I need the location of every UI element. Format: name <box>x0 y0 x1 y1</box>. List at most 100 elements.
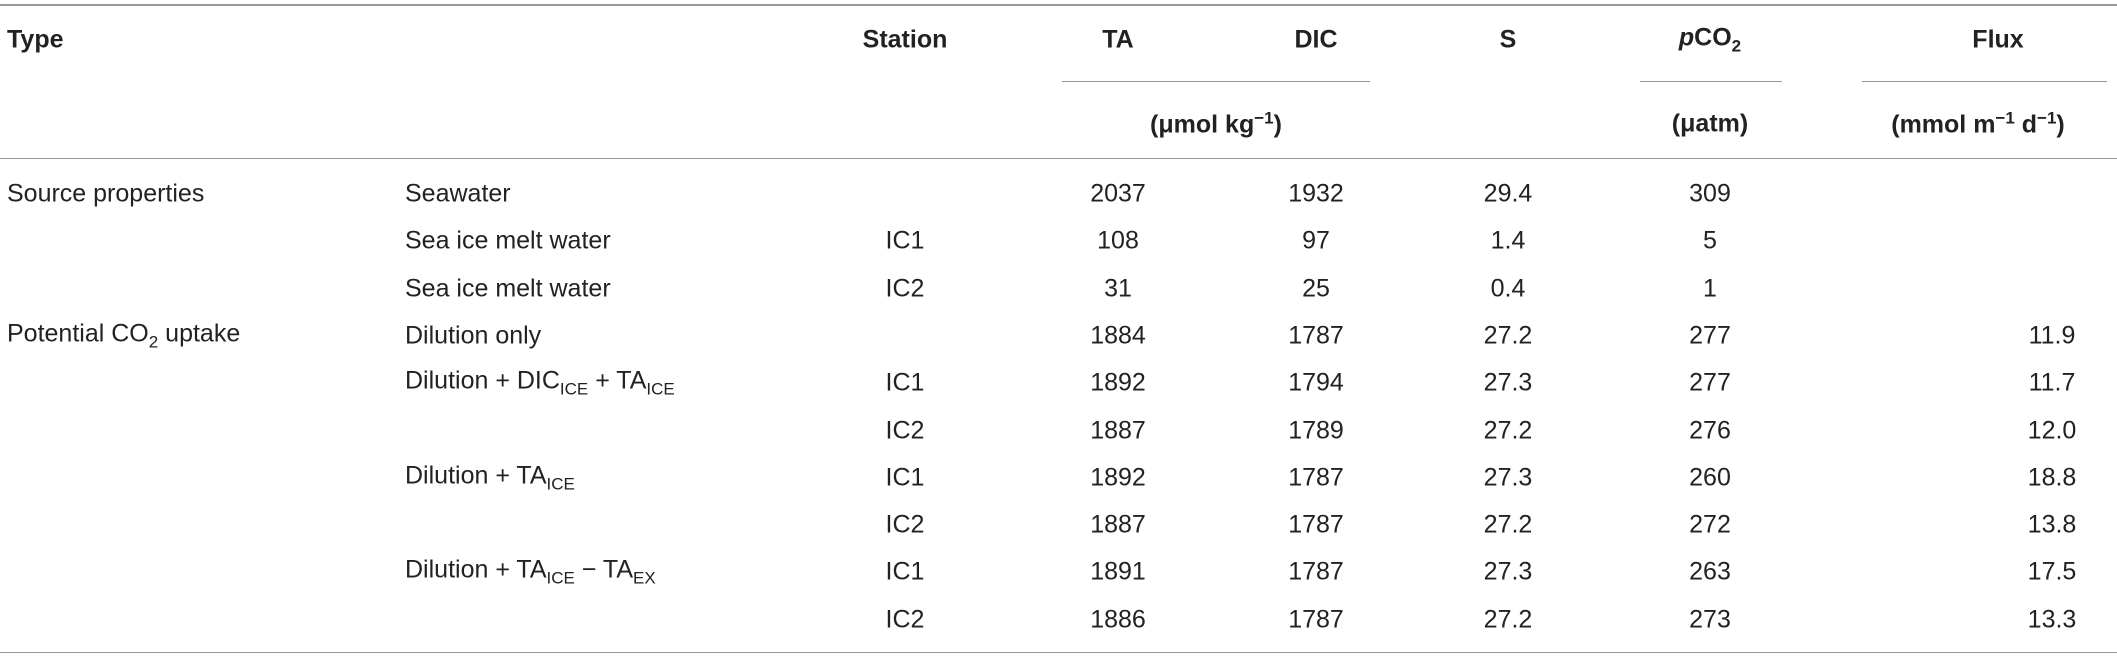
table-cell: 27.2 <box>1483 605 1533 634</box>
text-part: (μatm) <box>1671 109 1749 138</box>
table-cell: 27.3 <box>1483 463 1533 492</box>
header-cell: Type <box>7 25 64 54</box>
table-cell: 1.4 <box>1490 226 1526 255</box>
table-cell: 13.8 <box>2027 510 2077 539</box>
text-part: (μmol kg <box>1150 110 1255 139</box>
table-cell: 1787 <box>1288 321 1344 350</box>
bottom-rule <box>0 652 2117 653</box>
text-part: Dilution + TA <box>405 555 547 584</box>
table-cell: IC2 <box>885 416 925 444</box>
superscript: −1 <box>1995 108 2015 128</box>
table-cell: 1892 <box>1090 463 1146 492</box>
text-part: Dilution + TA <box>405 461 547 490</box>
table-cell: 1 <box>1703 274 1717 303</box>
text-part: (mmol m <box>1891 110 1996 139</box>
table-cell: IC1 <box>885 463 925 492</box>
table-cell: 25 <box>1302 274 1330 303</box>
header-rule <box>1640 81 1782 82</box>
table-cell: 11.9 <box>2028 321 2076 350</box>
table-cell: 29.4 <box>1483 179 1533 208</box>
unit-cell: (mmol m−1 d−1) <box>1891 108 2065 139</box>
table-cell: 309 <box>1689 179 1731 208</box>
table-cell: 5 <box>1703 226 1717 255</box>
header-cell: Station <box>862 25 948 54</box>
header-cell: TA <box>1102 25 1134 54</box>
header-cell: DIC <box>1294 25 1338 54</box>
table-cell: 272 <box>1689 510 1731 539</box>
table-cell: 2037 <box>1090 179 1146 208</box>
table-cell: Dilution + TAICE − TAEX <box>405 556 656 589</box>
unit-cell: (μatm) <box>1672 110 1748 139</box>
table-cell: Dilution only <box>405 321 542 350</box>
header-bottom-rule <box>0 158 2117 159</box>
table-cell: 260 <box>1689 463 1731 492</box>
top-rule <box>0 4 2117 6</box>
table-cell: 277 <box>1689 321 1731 350</box>
table-cell: 1886 <box>1090 605 1146 634</box>
text-part: + TA <box>588 366 647 395</box>
subscript: 2 <box>1731 36 1742 56</box>
text-part: uptake <box>158 319 241 348</box>
table-cell: 27.3 <box>1483 368 1533 397</box>
table-cell: Source properties <box>7 179 205 208</box>
table-cell: Potential CO2 uptake <box>7 319 240 352</box>
superscript: −1 <box>1254 108 1274 128</box>
table-cell: 1892 <box>1090 368 1146 397</box>
table-cell: Sea ice melt water <box>405 226 611 255</box>
text-part: CO <box>1694 23 1732 52</box>
superscript: −1 <box>2037 108 2057 128</box>
table-cell: 31 <box>1104 274 1132 303</box>
table-cell: 1887 <box>1090 510 1146 539</box>
header-cell: S <box>1499 25 1517 54</box>
table-cell: 1891 <box>1090 557 1146 586</box>
table-cell: 1787 <box>1288 605 1344 634</box>
unit-cell: (μmol kg−1) <box>1150 108 1282 139</box>
table-cell: IC2 <box>885 605 925 634</box>
table-cell: Dilution + DICICE + TAICE <box>405 367 675 400</box>
table-cell: 13.3 <box>2027 605 2077 634</box>
subscript: 2 <box>148 332 159 352</box>
table-cell: 1794 <box>1288 368 1344 397</box>
text-part: ) <box>2056 110 2065 139</box>
table-cell: IC1 <box>885 557 925 586</box>
header-cell: Flux <box>1972 25 2024 54</box>
header-cell: pCO2 <box>1679 24 1741 57</box>
table-cell: 11.7 <box>2028 368 2076 397</box>
text-part: Potential CO <box>7 319 149 348</box>
table-cell: 1787 <box>1288 510 1344 539</box>
italic-part: p <box>1678 23 1695 52</box>
table-cell: 1787 <box>1288 557 1344 586</box>
table-cell: 12.0 <box>2027 416 2077 444</box>
header-rule <box>1062 81 1370 82</box>
subscript: EX <box>633 568 656 588</box>
table-cell: 108 <box>1097 226 1139 255</box>
table-cell: Sea ice melt water <box>405 274 611 303</box>
table-cell: 1884 <box>1090 321 1146 350</box>
table-cell: 0.4 <box>1490 274 1526 303</box>
text-part: ) <box>1273 110 1282 139</box>
table-cell: Seawater <box>405 179 511 208</box>
table-cell: 263 <box>1689 557 1731 586</box>
table-cell: 1932 <box>1288 179 1344 208</box>
text-part: Dilution + DIC <box>405 366 560 395</box>
table-cell: 1789 <box>1288 416 1344 444</box>
subscript: ICE <box>559 379 589 399</box>
table-cell: 27.2 <box>1483 416 1533 444</box>
subscript: ICE <box>546 474 575 494</box>
text-part: d <box>2014 110 2038 139</box>
header-rule <box>1862 81 2107 82</box>
table-cell: 18.8 <box>2027 463 2077 492</box>
table-cell: 276 <box>1689 416 1731 444</box>
subscript: ICE <box>546 568 575 588</box>
table-cell: 27.2 <box>1483 510 1533 539</box>
table-cell: IC2 <box>885 274 925 303</box>
table-cell: 277 <box>1689 368 1731 397</box>
table-cell: 27.2 <box>1483 321 1533 350</box>
text-part: − TA <box>574 555 633 584</box>
table-cell: IC1 <box>885 226 925 255</box>
table-cell: IC1 <box>885 368 925 397</box>
table-cell: 1887 <box>1090 416 1146 444</box>
table-cell: 17.5 <box>2027 557 2077 586</box>
table-cell: 97 <box>1302 226 1330 255</box>
